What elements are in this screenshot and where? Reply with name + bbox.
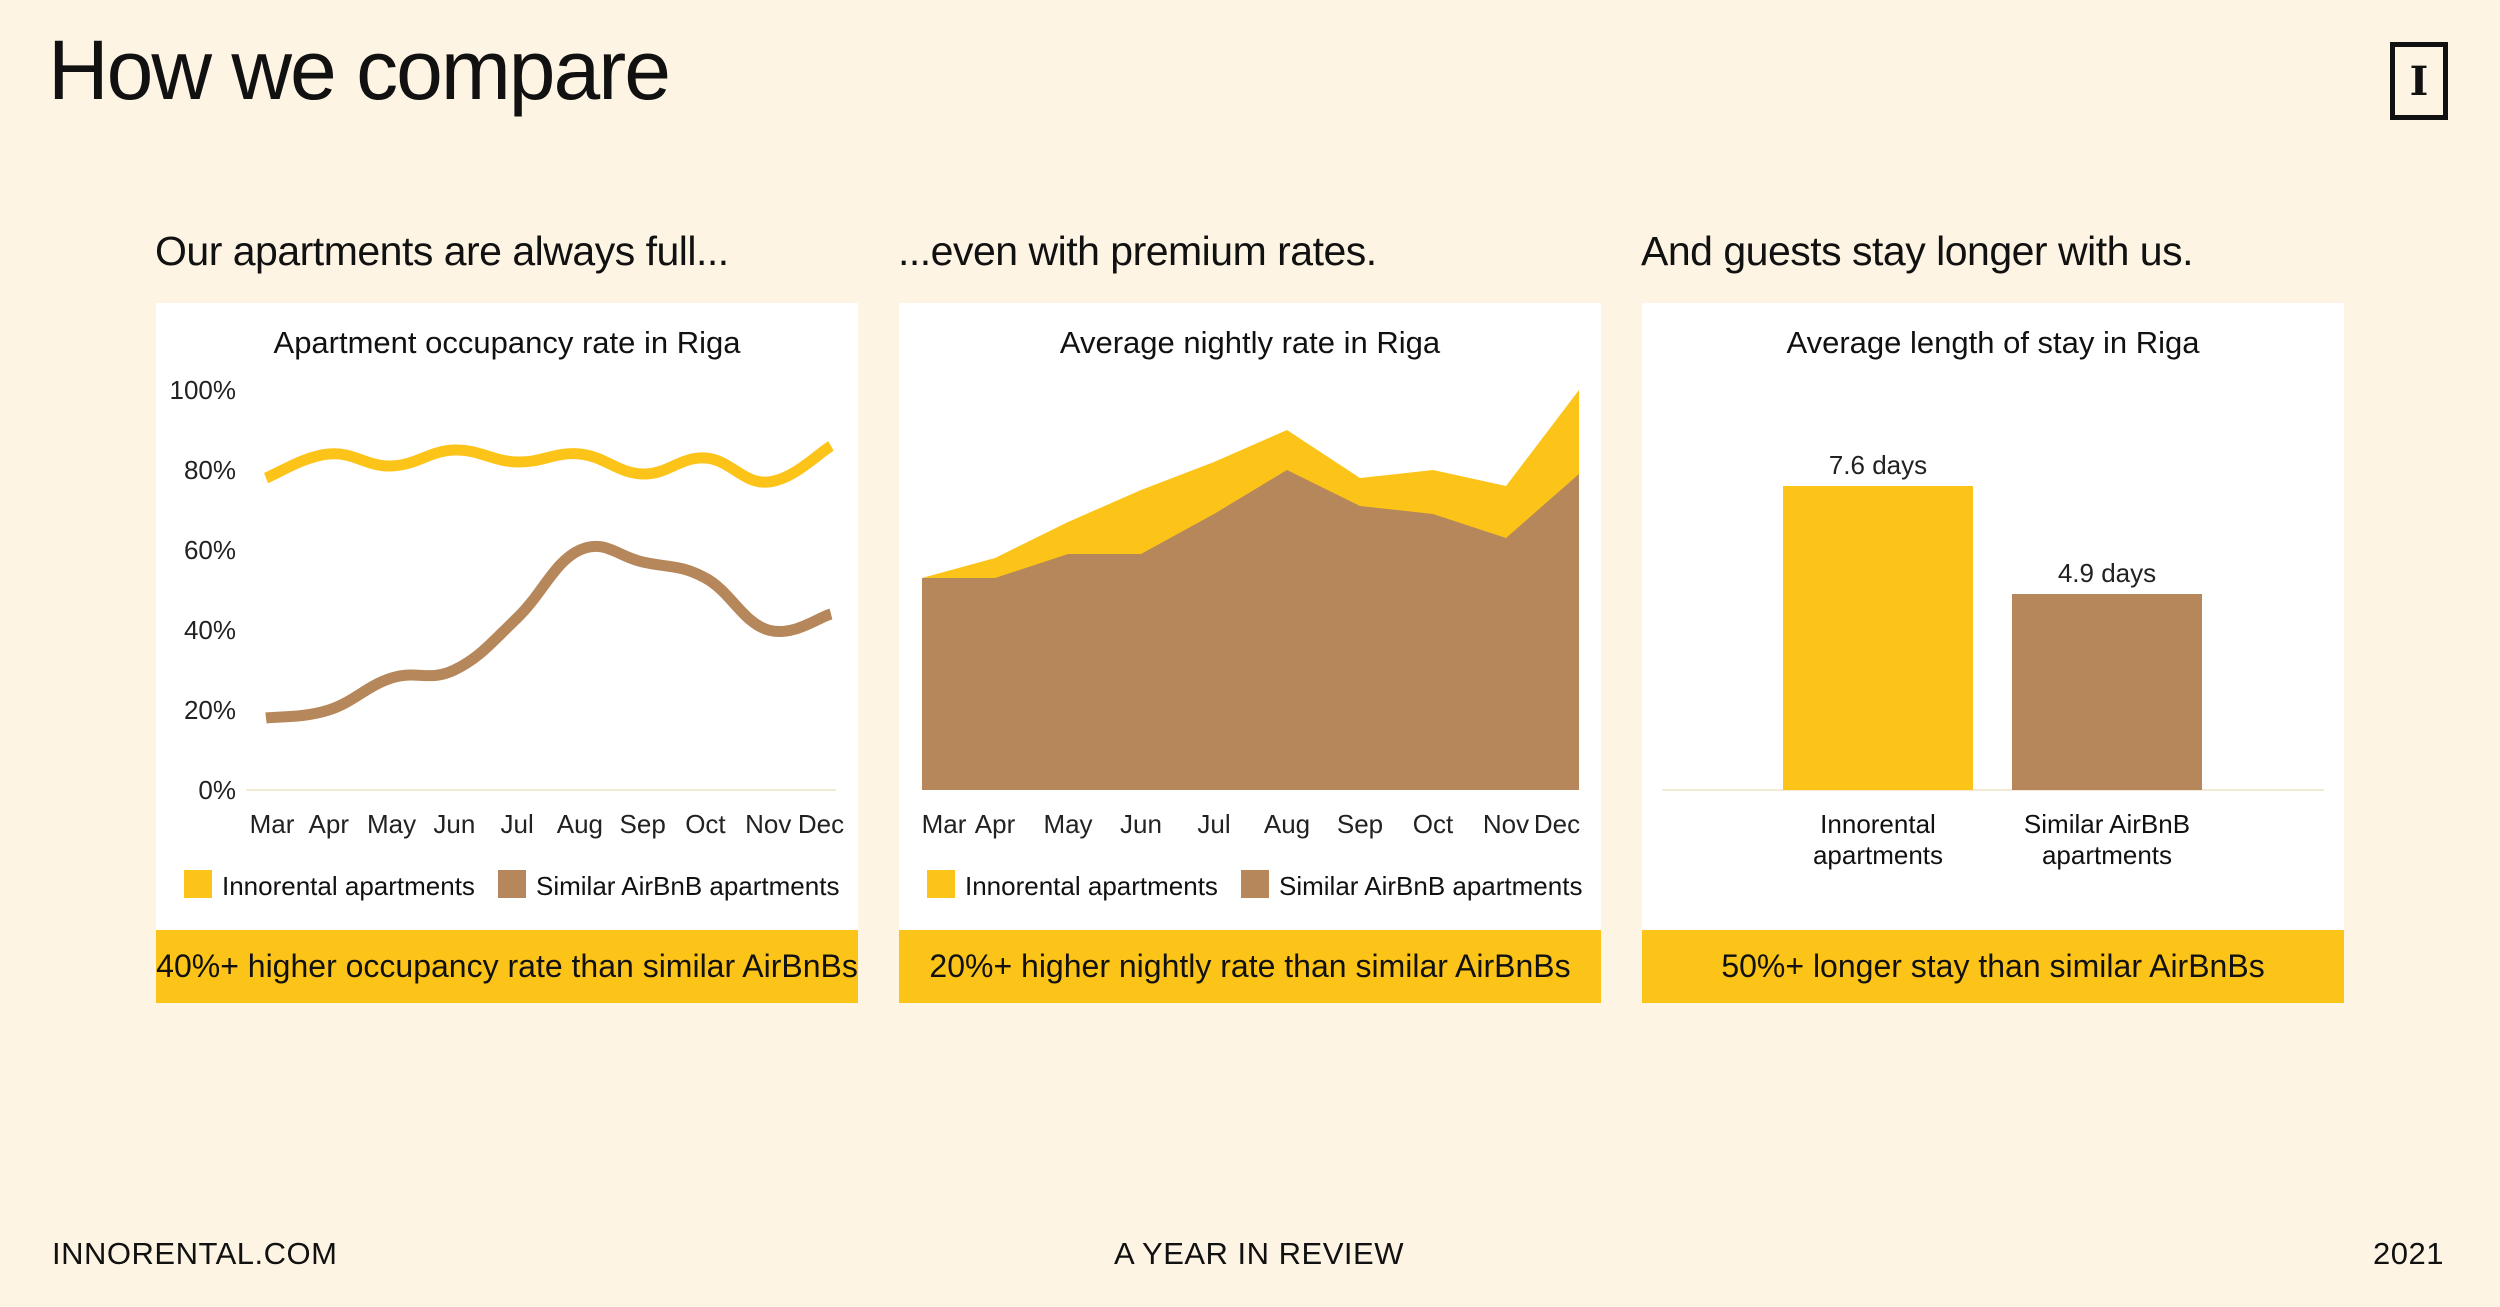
x-tick-label: Mar xyxy=(922,809,967,839)
legend-swatch-airbnb xyxy=(498,870,526,898)
category-label: Similar AirBnB xyxy=(2024,809,2190,839)
x-tick-label: Jul xyxy=(1197,809,1230,839)
x-tick-label: May xyxy=(367,809,416,839)
x-tick-label: Jun xyxy=(433,809,475,839)
legend-swatch-innorental xyxy=(184,870,212,898)
x-tick-label: Jul xyxy=(500,809,533,839)
x-tick-label: Dec xyxy=(1534,809,1580,839)
chart-title: Apartment occupancy rate in Riga xyxy=(273,325,741,360)
x-tick-label: Sep xyxy=(620,809,666,839)
x-tick-label: Apr xyxy=(309,809,350,839)
page-title: How we compare xyxy=(48,23,671,117)
footer-year: 2021 xyxy=(2373,1236,2444,1271)
footer-center: A YEAR IN REVIEW xyxy=(1114,1236,1404,1271)
card-occupancy: Apartment occupancy rate in Riga 0% 20% 40… xyxy=(156,303,858,1003)
chart-title: Average length of stay in Riga xyxy=(1786,325,2200,360)
panel-heading-stay: And guests stay longer with us. xyxy=(1641,228,2193,274)
occupancy-chart: 0% 20% 40% 60% 80% 100% Mar Apr May Jun Jul Aug Sep O… xyxy=(170,375,845,901)
series-line-airbnb xyxy=(265,540,833,724)
y-tick-label: 80% xyxy=(184,455,236,485)
x-tick-label: Mar xyxy=(250,809,295,839)
x-tick-label: Nov xyxy=(1483,809,1529,839)
category-label: apartments xyxy=(1813,840,1943,870)
panel-heading-occupancy: Our apartments are always full... xyxy=(155,228,729,274)
legend-label: Innorental apartments xyxy=(222,871,475,901)
banner-rates: 20%+ higher nightly rate than similar Ai… xyxy=(899,930,1601,1003)
category-label: Innorental xyxy=(1820,809,1936,839)
nightly-rate-chart: Mar Apr May Jun Jul Aug Sep Oct Nov Dec Innorental… xyxy=(922,390,1582,901)
banner-stay: 50%+ longer stay than similar AirBnBs xyxy=(1642,930,2344,1003)
x-tick-label: Sep xyxy=(1337,809,1383,839)
legend-label: Innorental apartments xyxy=(965,871,1218,901)
banner-occupancy: 40%+ higher occupancy rate than similar … xyxy=(156,930,858,1003)
bar-airbnb xyxy=(2012,594,2202,790)
footer-site: INNORENTAL.COM xyxy=(52,1236,338,1271)
x-tick-label: Jun xyxy=(1120,809,1162,839)
y-tick-label: 40% xyxy=(184,615,236,645)
y-tick-label: 20% xyxy=(184,695,236,725)
x-tick-label: Aug xyxy=(557,809,603,839)
bar-innorental xyxy=(1783,486,1973,790)
y-tick-label: 100% xyxy=(170,375,237,405)
card-stay: Average length of stay in Riga 7.6 days I… xyxy=(1642,303,2344,1003)
x-tick-label: Oct xyxy=(1413,809,1454,839)
x-tick-label: Nov xyxy=(745,809,791,839)
card-rates: Average nightly rate in Riga Mar Apr May Ju… xyxy=(899,303,1601,1003)
legend-label: Similar AirBnB apartments xyxy=(1279,871,1582,901)
logo: I xyxy=(2390,42,2448,120)
x-tick-label: Apr xyxy=(975,809,1016,839)
legend-label: Similar AirBnB apartments xyxy=(536,871,839,901)
x-tick-label: May xyxy=(1043,809,1092,839)
series-line-innorental xyxy=(263,441,834,488)
x-tick-label: Dec xyxy=(798,809,844,839)
legend-swatch-innorental xyxy=(927,870,955,898)
bar-value-label: 4.9 days xyxy=(2058,558,2156,588)
logo-letter: I xyxy=(2410,60,2429,102)
x-tick-label: Oct xyxy=(685,809,726,839)
y-tick-label: 60% xyxy=(184,535,236,565)
series-area-airbnb xyxy=(922,470,1579,790)
panel-heading-rates: ...even with premium rates. xyxy=(898,228,1377,274)
y-tick-label: 0% xyxy=(198,775,236,805)
x-tick-label: Aug xyxy=(1264,809,1310,839)
chart-title: Average nightly rate in Riga xyxy=(1059,325,1441,360)
bar-value-label: 7.6 days xyxy=(1829,450,1927,480)
legend-swatch-airbnb xyxy=(1241,870,1269,898)
logo-icon: I xyxy=(2410,60,2429,102)
category-label: apartments xyxy=(2042,840,2172,870)
